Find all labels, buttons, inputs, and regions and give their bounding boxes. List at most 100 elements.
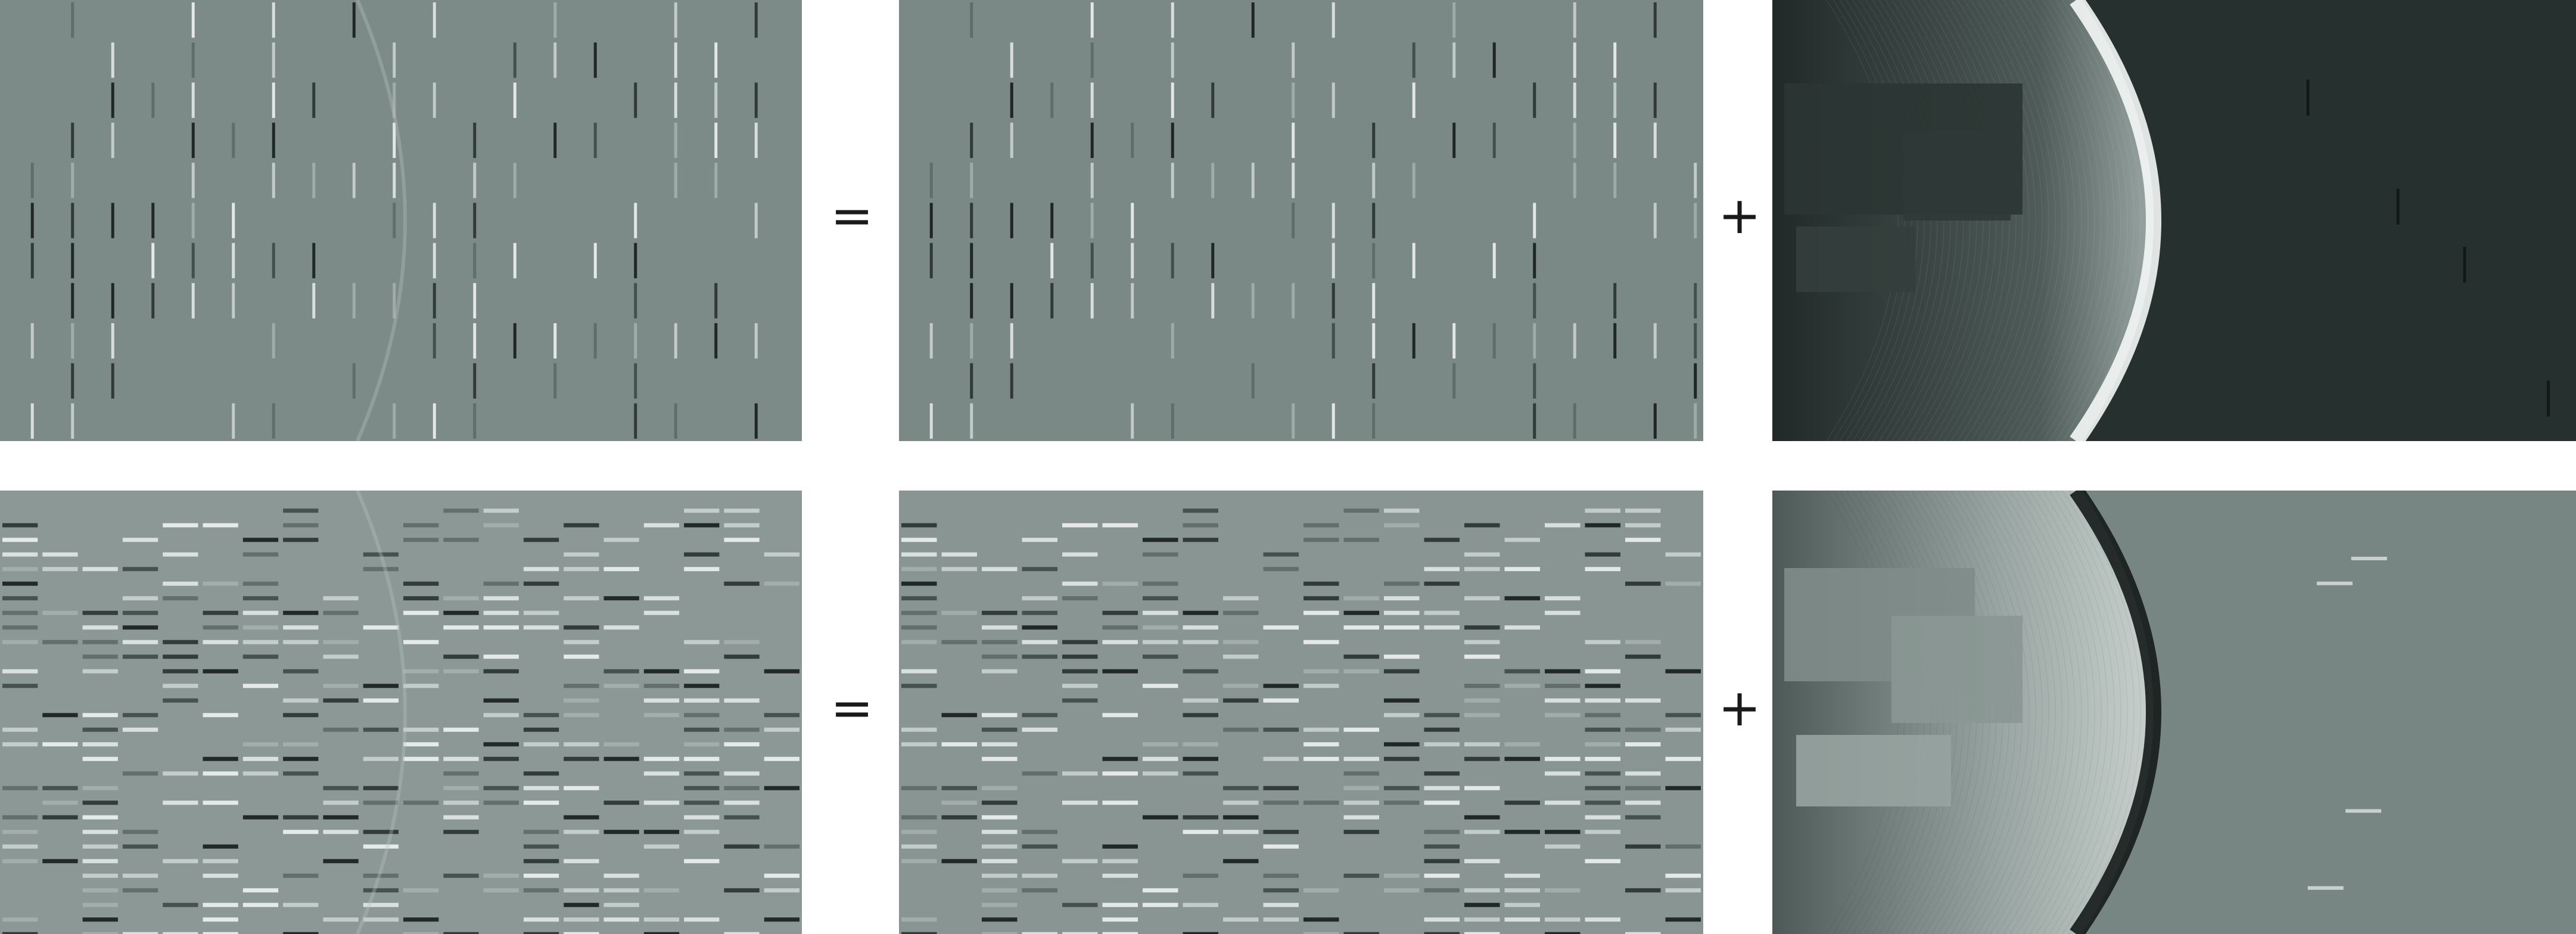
row2-stripes-stripe bbox=[982, 873, 1018, 878]
row1-arc-ring bbox=[1944, 0, 2017, 441]
row2-sum-stripe bbox=[403, 523, 439, 527]
row2-sum-stripe bbox=[363, 902, 399, 907]
row2-stripes-stripe bbox=[1424, 625, 1460, 630]
row2-stripes-stripe bbox=[1143, 888, 1178, 893]
row2-stripes-stripe bbox=[1102, 873, 1138, 878]
row1-sum-stripe bbox=[674, 323, 677, 359]
row2-stripes-stripe bbox=[1263, 786, 1299, 790]
row2-sum-stripe bbox=[724, 800, 760, 805]
row2-sum-stripe bbox=[283, 698, 319, 703]
row2-arc-ring bbox=[1970, 491, 2043, 934]
row2-sum-stripe bbox=[403, 917, 439, 922]
row2-sum-stripe bbox=[643, 669, 680, 674]
row2-stripes-stripe bbox=[1464, 625, 1500, 630]
row2-stripes-stripe bbox=[1343, 815, 1379, 820]
row2-arc-ring bbox=[2049, 491, 2121, 934]
row2-stripes-stripe bbox=[1585, 917, 1620, 922]
row2-sum-stripe bbox=[323, 684, 359, 688]
row1-arc-ring bbox=[1950, 0, 2023, 441]
row2-sum-stripe bbox=[643, 771, 680, 776]
row2-sum-stripe bbox=[2, 917, 38, 922]
row2-stripes-stripe bbox=[1384, 610, 1420, 615]
row1-stripes-stripe bbox=[1613, 283, 1617, 319]
row2-sum-stripe bbox=[443, 815, 479, 820]
row2-stripes-stripe bbox=[941, 742, 977, 747]
row2-stripes-stripe bbox=[1625, 815, 1661, 820]
row1-stripes-stripe bbox=[1331, 203, 1335, 238]
row2-sum-stripe bbox=[684, 727, 720, 732]
row1-stripes-stripe bbox=[1492, 122, 1496, 159]
row2-stripes-stripe bbox=[1424, 771, 1460, 776]
row1-sum-stripe bbox=[111, 82, 114, 118]
row1-sum-stripe bbox=[433, 283, 436, 319]
row2-sum-stripe bbox=[283, 873, 319, 878]
row2-stripes-stripe bbox=[982, 786, 1018, 790]
row2-arc-dash bbox=[2351, 557, 2387, 561]
row2-stripes-stripe bbox=[1585, 727, 1620, 732]
row2-sum-stripe bbox=[363, 552, 399, 557]
row2-sum-stripe bbox=[724, 888, 760, 893]
row2-stripes-stripe bbox=[1464, 830, 1500, 834]
row2-sum-stripe bbox=[82, 815, 118, 820]
row1-sum-stripe bbox=[473, 363, 477, 399]
row2-stripes-stripe bbox=[1585, 830, 1620, 834]
row2-stripes-stripe bbox=[1022, 654, 1057, 659]
row2-sum-stripe bbox=[323, 727, 359, 732]
row2-stripes-stripe bbox=[901, 742, 937, 747]
row2-sum-stripe bbox=[684, 786, 720, 790]
row2-sum-stripe bbox=[122, 771, 158, 776]
row2-stripes-stripe bbox=[1424, 610, 1460, 615]
row2-stripes-stripe bbox=[1625, 581, 1661, 586]
row1-stripes-stripe bbox=[1452, 323, 1456, 359]
row1-stripes-stripe bbox=[1452, 42, 1456, 78]
row1-arc-ring bbox=[2023, 0, 2095, 441]
row2-sum-stripe bbox=[203, 610, 238, 615]
row1-stripes-stripe bbox=[1653, 323, 1657, 359]
row1-stripes-stripe bbox=[1171, 163, 1174, 198]
row2-sum-stripe bbox=[764, 713, 799, 718]
row2-stripes-stripe bbox=[1303, 742, 1339, 747]
row1-sum-stripe bbox=[30, 163, 34, 198]
row1-stripes-stripe bbox=[1010, 82, 1013, 118]
row1-stripes-stripe bbox=[1251, 283, 1255, 319]
row2-sum-stripe bbox=[163, 523, 198, 527]
row1-sum-stripe bbox=[553, 363, 557, 399]
row2-sum-stripe bbox=[82, 742, 118, 747]
row2-stripes-stripe bbox=[982, 815, 1018, 820]
row2-stripes-stripe bbox=[941, 640, 977, 644]
row2-stripes-stripe bbox=[1183, 640, 1218, 644]
row2-arc-ring bbox=[2036, 491, 2108, 934]
row2-sum-stripe bbox=[2, 727, 38, 732]
row2-sum-stripe bbox=[483, 888, 519, 893]
row2-sum-stripe bbox=[523, 742, 559, 747]
row1-sum-stripe bbox=[191, 122, 195, 159]
row2-sum-stripe bbox=[403, 610, 439, 615]
row2-sum-stripe bbox=[203, 523, 238, 527]
row2-sum-stripe bbox=[724, 508, 760, 513]
row2-sum-stripe bbox=[203, 932, 238, 934]
row1-arc-ring bbox=[1957, 0, 2030, 441]
row1-sum-stripe bbox=[151, 283, 155, 319]
row2-stripes-stripe bbox=[1665, 552, 1701, 557]
row1-sum-stripe bbox=[674, 42, 677, 78]
row2-sum-stripe bbox=[122, 625, 158, 630]
row2-stripes-stripe bbox=[1303, 596, 1339, 601]
row2-stripes-stripe bbox=[1143, 610, 1178, 615]
row2-sum-stripe bbox=[764, 756, 799, 761]
row2-sum-stripe bbox=[564, 830, 599, 834]
row1-sum-stripe bbox=[312, 283, 316, 319]
row1-stripes-stripe bbox=[1331, 2, 1335, 38]
row1-sum-stripe bbox=[393, 203, 396, 238]
row2-stripes-stripe bbox=[1384, 888, 1420, 893]
row1-sum-stripe bbox=[191, 283, 195, 319]
row1-sum-stripe bbox=[754, 122, 758, 159]
row2-stripes-stripe bbox=[901, 581, 937, 586]
row2-sum-stripe bbox=[2, 830, 38, 834]
row2-image-sum-canvas bbox=[0, 491, 802, 934]
row2-sum-stripe bbox=[163, 596, 198, 601]
row2-sum-stripe bbox=[363, 786, 399, 790]
row2-arc-ring bbox=[2003, 491, 2076, 934]
row2-sum-stripe bbox=[724, 815, 760, 820]
row2-sum-stripe bbox=[203, 917, 238, 922]
row2-stripes-stripe bbox=[982, 567, 1018, 572]
